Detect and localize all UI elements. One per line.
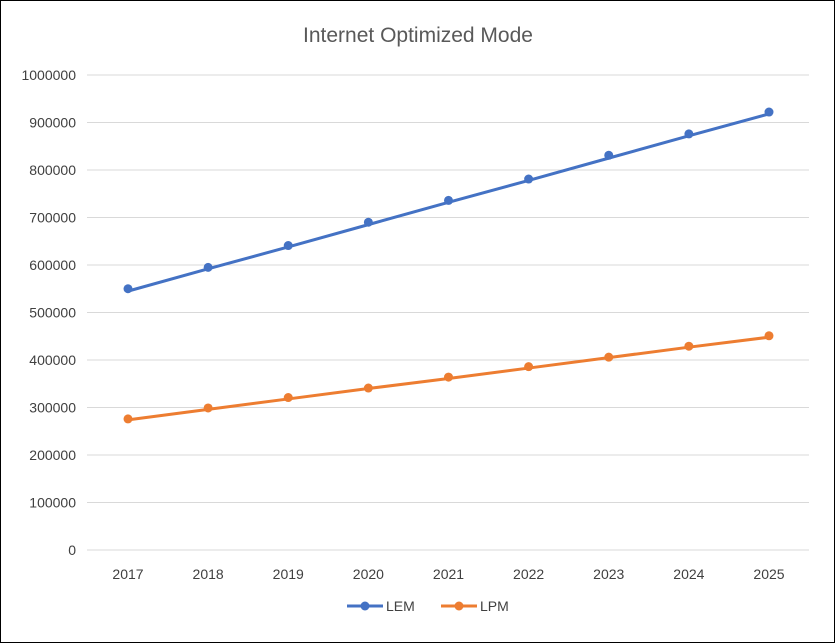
series-lpm bbox=[123, 331, 774, 424]
data-point-lpm bbox=[764, 331, 774, 341]
y-axis-ticks: 0 100000 200000 300000 400000 500000 600000 700… bbox=[21, 67, 76, 558]
x-tick-label: 2021 bbox=[433, 566, 464, 582]
series-lem bbox=[123, 107, 774, 294]
data-point-lpm bbox=[203, 403, 213, 413]
data-point-lpm bbox=[444, 372, 453, 382]
data-point-lem bbox=[604, 150, 614, 160]
data-point-lpm bbox=[363, 383, 373, 393]
legend-item-lem: LEM bbox=[347, 598, 415, 614]
y-tick-label: 900000 bbox=[29, 115, 76, 131]
legend-swatch-marker bbox=[454, 601, 464, 611]
y-tick-label: 100000 bbox=[29, 495, 76, 511]
data-point-lpm bbox=[684, 341, 694, 351]
legend-label: LEM bbox=[386, 598, 415, 614]
data-point-lem bbox=[764, 107, 774, 117]
data-point-lpm bbox=[524, 362, 534, 372]
data-point-lem bbox=[524, 174, 534, 184]
x-axis-ticks: 2017 2018 2019 2020 2021 2022 2023 2024 2025 bbox=[112, 566, 784, 582]
legend: LEM LPM bbox=[347, 598, 509, 614]
data-point-lem bbox=[363, 217, 373, 227]
data-point-lem bbox=[444, 195, 453, 205]
y-tick-label: 0 bbox=[68, 542, 76, 558]
y-tick-label: 700000 bbox=[29, 210, 76, 226]
legend-item-lpm: LPM bbox=[441, 598, 509, 614]
x-tick-label: 2025 bbox=[753, 566, 784, 582]
y-tick-label: 800000 bbox=[29, 162, 76, 178]
y-tick-label: 600000 bbox=[29, 257, 76, 273]
data-point-lem bbox=[203, 262, 213, 272]
data-point-lem bbox=[684, 129, 694, 139]
x-tick-label: 2020 bbox=[353, 566, 384, 582]
x-tick-label: 2023 bbox=[593, 566, 624, 582]
gridlines bbox=[87, 74, 809, 551]
data-point-lpm bbox=[604, 352, 614, 362]
y-tick-label: 1000000 bbox=[21, 67, 76, 83]
y-tick-label: 300000 bbox=[29, 400, 76, 416]
y-tick-label: 400000 bbox=[29, 352, 76, 368]
data-point-lpm bbox=[123, 414, 133, 424]
x-tick-label: 2017 bbox=[112, 566, 143, 582]
x-tick-label: 2019 bbox=[273, 566, 304, 582]
series-group bbox=[123, 107, 774, 424]
x-tick-label: 2018 bbox=[193, 566, 224, 582]
legend-label: LPM bbox=[480, 598, 509, 614]
x-tick-label: 2024 bbox=[673, 566, 704, 582]
y-tick-label: 200000 bbox=[29, 447, 76, 463]
data-point-lpm bbox=[283, 393, 293, 403]
chart-title: Internet Optimized Mode bbox=[303, 24, 533, 47]
y-tick-label: 500000 bbox=[29, 305, 76, 321]
data-point-lem bbox=[123, 284, 133, 294]
x-tick-label: 2022 bbox=[513, 566, 544, 582]
legend-swatch-marker bbox=[360, 601, 370, 611]
data-point-lem bbox=[283, 241, 293, 251]
